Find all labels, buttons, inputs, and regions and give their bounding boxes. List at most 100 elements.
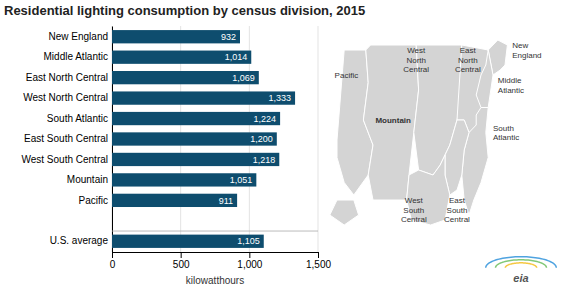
bar	[112, 153, 279, 166]
map-label-line: Pacific	[335, 71, 359, 80]
map-label: EastNorthCentral	[455, 46, 481, 74]
x-tick-mark	[112, 252, 113, 258]
map-label-line: Mountain	[375, 116, 411, 125]
map-label-line: Central	[403, 65, 429, 74]
map-region	[476, 50, 493, 108]
x-axis-title: kilowatthours	[186, 275, 244, 286]
y-tick-label: West North Central	[23, 92, 108, 103]
x-tick-label: 1,500	[306, 259, 331, 270]
x-tick-mark	[249, 252, 250, 258]
data-label: 1,069	[232, 73, 255, 83]
y-tick-label: U.S. average	[50, 235, 109, 246]
data-label: 911	[219, 196, 233, 206]
y-tick: U.S. average	[50, 235, 112, 246]
x-axis-line	[113, 253, 319, 259]
data-label: 932	[221, 32, 236, 42]
map-label-line: North	[458, 56, 478, 65]
bars	[112, 30, 295, 248]
logo-arc	[496, 260, 547, 268]
y-tick: West North Central	[23, 92, 112, 103]
map-label: SouthAtlantic	[493, 124, 519, 143]
map-region	[330, 200, 359, 225]
map-label-line: Central	[444, 215, 470, 224]
map-label: MiddleAtlantic	[498, 76, 524, 95]
y-tick: New England	[49, 31, 112, 42]
data-label: 1,200	[250, 134, 273, 144]
data-label: 1,333	[269, 93, 292, 103]
bar	[112, 71, 259, 84]
logo: eia	[486, 257, 557, 284]
x-tick-label: 0	[110, 259, 116, 270]
y-tick: East North Central	[26, 72, 112, 83]
x-tick-mark	[318, 252, 319, 258]
logo-arc	[486, 257, 557, 268]
data-label: 1,014	[225, 52, 248, 62]
bar	[112, 91, 295, 104]
x-tick: 1,000	[237, 252, 262, 270]
bar	[112, 30, 240, 43]
bar	[112, 112, 280, 125]
y-tick-label: Middle Atlantic	[44, 51, 108, 62]
y-tick: South Atlantic	[47, 113, 112, 124]
map-region	[445, 120, 469, 195]
y-tick: East South Central	[24, 133, 112, 144]
y-tick-label: West South Central	[21, 154, 108, 165]
map-label-line: New	[512, 41, 528, 50]
map-label-line: West	[407, 46, 426, 55]
bar	[112, 194, 237, 207]
data-label: 1,218	[253, 155, 276, 165]
title: Residential lighting consumption by cens…	[4, 3, 365, 18]
map	[330, 40, 508, 225]
y-tick-label: East North Central	[26, 72, 108, 83]
map-label-line: Middle	[498, 76, 522, 85]
x-axis: 0 500 1,000 1,500	[110, 252, 332, 270]
y-tick-label: New England	[49, 31, 108, 42]
map-label: EastSouthCentral	[444, 196, 470, 224]
map-label-line: East	[449, 196, 466, 205]
map-label-line: North	[406, 56, 426, 65]
map-label-line: South	[493, 124, 514, 133]
logo-arc	[505, 263, 536, 268]
y-axis: New England Middle Atlantic East North Cen…	[21, 27, 112, 253]
map-label-line: England	[512, 51, 541, 60]
bar	[112, 173, 256, 186]
x-tick: 0	[110, 252, 116, 270]
map-label: NewEngland	[512, 41, 541, 60]
x-tick-label: 1,000	[237, 259, 262, 270]
bar	[112, 51, 251, 64]
bar	[112, 235, 264, 248]
map-label-line: Atlantic	[493, 133, 519, 142]
bar	[112, 132, 277, 145]
map-label-line: South	[447, 206, 468, 215]
y-tick: Mountain	[67, 174, 112, 185]
map-label: WestNorthCentral	[403, 46, 429, 74]
y-tick: Middle Atlantic	[44, 51, 112, 62]
map-label-line: East	[460, 46, 477, 55]
x-tick: 1,500	[306, 252, 331, 270]
map-region	[457, 45, 493, 133]
x-tick-mark	[181, 252, 182, 258]
chart-container: Residential lighting consumption by cens…	[0, 0, 576, 290]
x-tick-label: 500	[173, 259, 190, 270]
data-labels: 9321,0141,0691,3331,2241,2001,2181,05191…	[219, 32, 291, 247]
y-tick-label: Pacific	[79, 195, 108, 206]
y-tick-label: South Atlantic	[47, 113, 108, 124]
annotations: PacificMountainWestNorthCentralEastNorth…	[335, 41, 542, 224]
map-label-line: Central	[455, 65, 481, 74]
y-tick-label: East South Central	[24, 133, 108, 144]
chart-svg: Residential lighting consumption by cens…	[0, 0, 576, 290]
map-label: Pacific	[335, 71, 359, 80]
data-label: 1,105	[237, 236, 260, 246]
y-tick-label: Mountain	[67, 174, 108, 185]
map-label: WestSouthCentral	[401, 196, 427, 224]
map-label-line: South	[403, 206, 424, 215]
map-label-line: Atlantic	[498, 86, 524, 95]
y-tick: West South Central	[21, 154, 112, 165]
data-label: 1,051	[230, 175, 253, 185]
grid	[112, 26, 318, 252]
map-label: Mountain	[375, 116, 411, 125]
logo-text: eia	[513, 272, 528, 284]
grid-line	[318, 26, 319, 252]
separator	[112, 231, 318, 232]
x-tick: 500	[173, 252, 190, 270]
